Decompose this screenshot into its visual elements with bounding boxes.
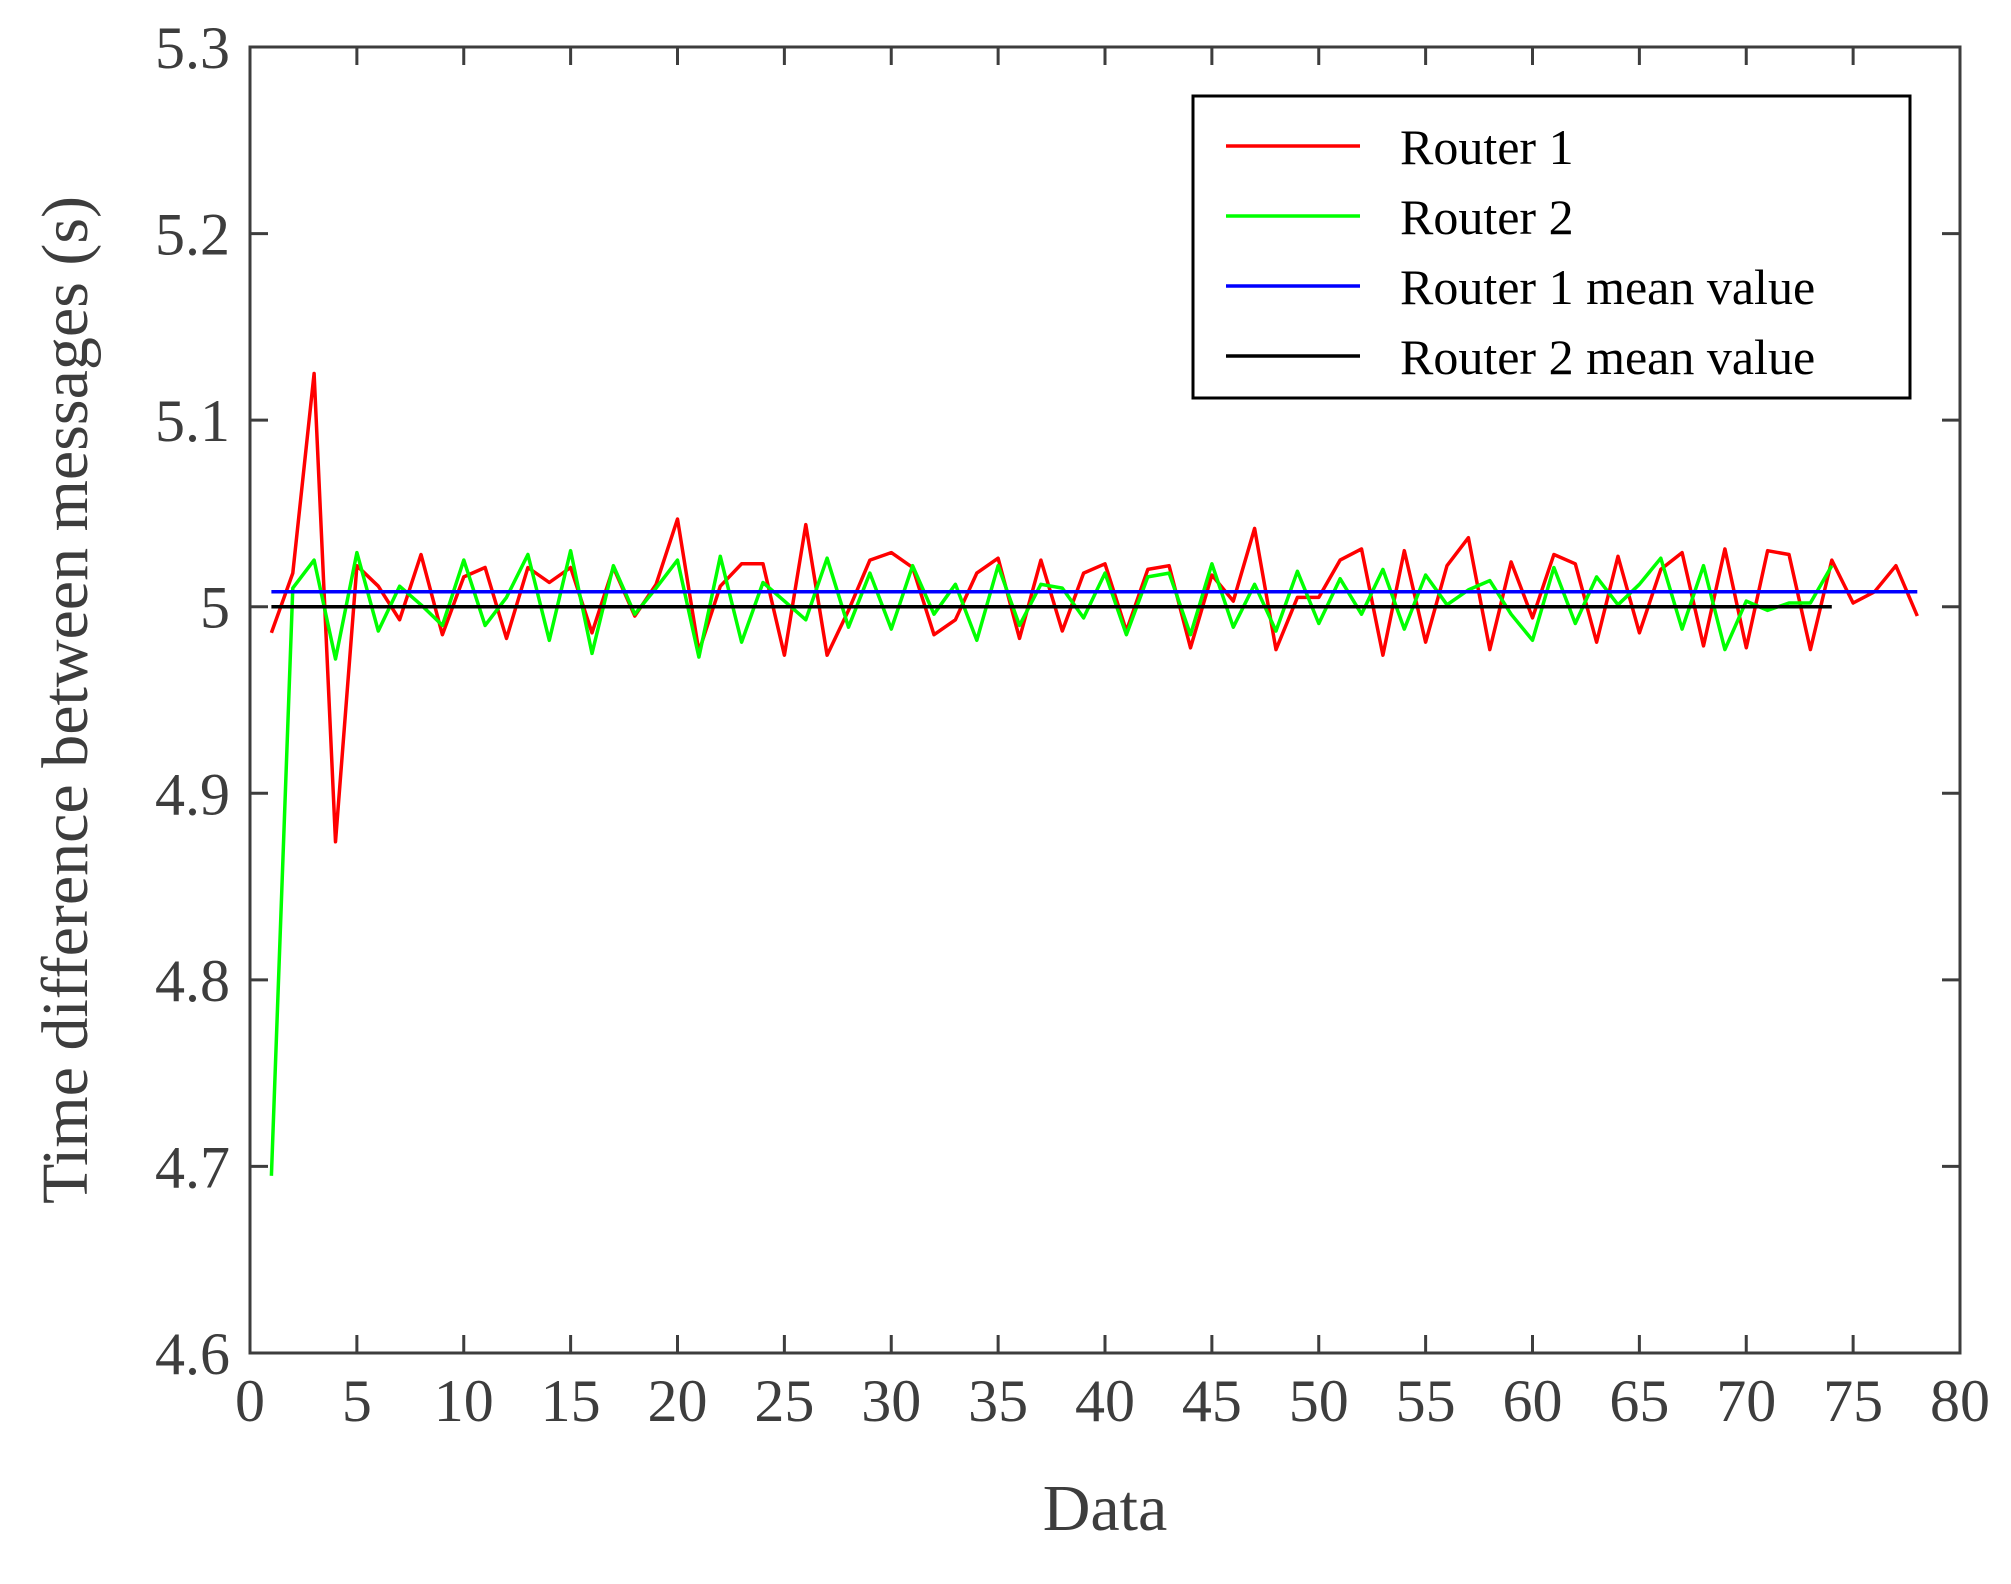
x-axis-title: Data	[1043, 1472, 1168, 1545]
y-tick-label: 4.7	[155, 1134, 230, 1200]
y-tick-label: 4.9	[155, 761, 230, 827]
legend-label-2: Router 2	[1400, 189, 1574, 245]
series-line-2	[269, 548, 1834, 1176]
y-tick-label: 5.1	[155, 388, 230, 454]
legend-label-1: Router 1	[1400, 119, 1574, 175]
x-tick-label: 80	[1930, 1368, 1990, 1434]
x-tick-label: 45	[1182, 1368, 1242, 1434]
x-tick-label: 20	[648, 1368, 708, 1434]
x-tick-label: 75	[1823, 1368, 1883, 1434]
x-tick-label: 0	[235, 1368, 265, 1434]
x-tick-label: 25	[754, 1368, 814, 1434]
series-line-1	[269, 371, 1919, 844]
plot-lines	[269, 371, 1919, 1176]
y-axis: 4.6 4.7 4.8 4.9 5 5.1 5.2 5.3	[155, 15, 1960, 1387]
legend-label-4: Router 2 mean value	[1400, 329, 1815, 385]
x-tick-label: 15	[541, 1368, 601, 1434]
x-tick-label: 40	[1075, 1368, 1135, 1434]
y-tick-label: 4.8	[155, 948, 230, 1014]
x-tick-label: 10	[434, 1368, 494, 1434]
legend-label-3: Router 1 mean value	[1400, 259, 1815, 315]
x-tick-label: 70	[1716, 1368, 1776, 1434]
x-tick-label: 5	[342, 1368, 372, 1434]
x-axis: 0 5 10 15 20 25 30 35 40 45 50 55 60 65 70 75 80	[235, 47, 1990, 1434]
x-tick-label: 35	[968, 1368, 1028, 1434]
y-tick-label: 5.2	[155, 202, 230, 268]
x-tick-label: 30	[861, 1368, 921, 1434]
y-tick-label: 5	[200, 575, 230, 641]
legend: Router 1 Router 2 Router 1 mean value Route…	[1191, 94, 1912, 400]
y-tick-label: 4.6	[155, 1321, 230, 1387]
x-tick-label: 65	[1609, 1368, 1669, 1434]
x-tick-label: 55	[1396, 1368, 1456, 1434]
x-tick-label: 50	[1289, 1368, 1349, 1434]
y-tick-label: 5.3	[155, 15, 230, 81]
x-tick-label: 60	[1503, 1368, 1563, 1434]
y-axis-title: Time difference between messages (s)	[29, 196, 102, 1204]
